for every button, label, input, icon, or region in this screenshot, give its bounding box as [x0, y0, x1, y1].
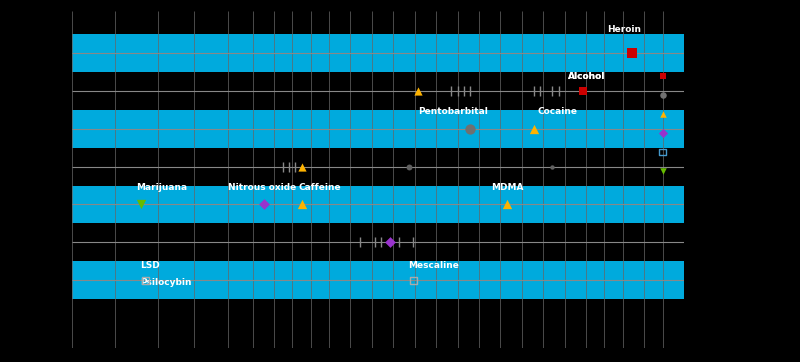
Bar [72, 110, 684, 148]
Point [626, 50, 638, 56]
Point [500, 202, 513, 207]
Point [407, 277, 420, 283]
Text: Cocaine: Cocaine [537, 108, 577, 116]
Text: Pentobarbital: Pentobarbital [418, 108, 488, 116]
Text: Heroin: Heroin [607, 25, 642, 34]
Text: Psilocybin: Psilocybin [141, 278, 192, 287]
Bar [72, 34, 684, 72]
Text: LSD: LSD [141, 261, 160, 270]
Point [656, 130, 669, 136]
Point [656, 111, 669, 117]
Point [656, 92, 669, 98]
Point [257, 202, 270, 207]
Point [402, 164, 415, 169]
Point [656, 149, 669, 155]
Bar [72, 185, 684, 223]
Text: MDMA: MDMA [491, 183, 524, 192]
Point [546, 164, 559, 169]
Point [139, 277, 152, 283]
Point [295, 202, 308, 207]
Point [528, 126, 541, 132]
Bar [72, 261, 684, 299]
Text: Marijuana: Marijuana [136, 183, 187, 192]
Point [411, 88, 424, 94]
Point [295, 164, 308, 169]
Point [134, 202, 147, 207]
Point [656, 73, 669, 79]
Point [577, 88, 590, 94]
Point [463, 126, 476, 132]
Point [656, 168, 669, 174]
Text: Nitrous oxide: Nitrous oxide [228, 183, 296, 192]
Text: Mescaline: Mescaline [409, 261, 459, 270]
Text: Alcohol: Alcohol [568, 72, 605, 81]
Point [384, 239, 397, 245]
Text: Caffeine: Caffeine [298, 183, 341, 192]
Text: Alcohol: Alcohol [568, 72, 605, 81]
